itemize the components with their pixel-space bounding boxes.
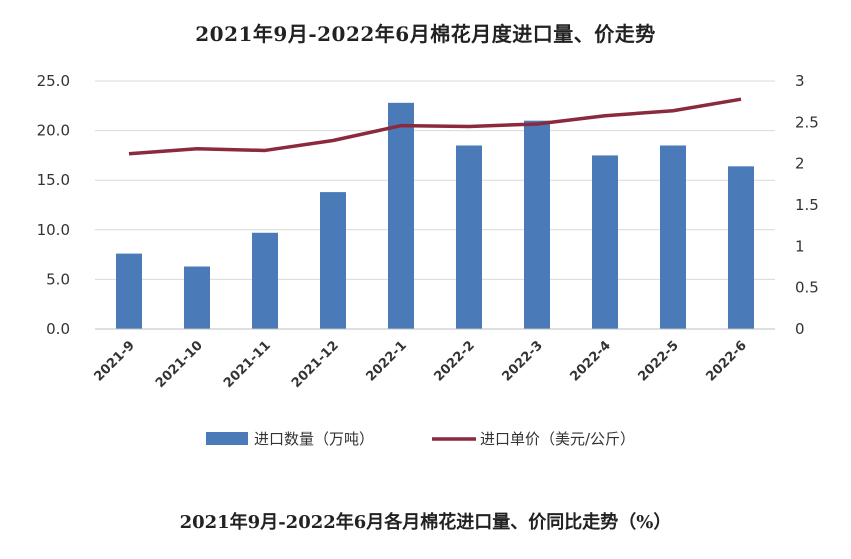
bar <box>524 120 550 330</box>
right-tick-label: 0 <box>795 320 805 338</box>
next-chart-title: 2021年9月-2022年6月各月棉花进口量、价同比走势（%） <box>179 512 672 533</box>
right-tick-label: 2.5 <box>795 113 819 131</box>
left-tick-label: 25.0 <box>37 72 70 90</box>
right-tick-label: 1 <box>795 237 805 255</box>
x-tick-label: 2022-4 <box>567 338 613 384</box>
legend: 进口数量（万吨） 进口单价（美元/公斤） <box>206 430 635 448</box>
x-tick-label: 2021-10 <box>153 338 206 391</box>
price-line <box>128 97 742 156</box>
x-tick-label: 2022-2 <box>431 338 477 384</box>
right-y-axis: 0 0.5 1 1.5 2 2.5 3 <box>795 72 819 338</box>
x-tick-label: 2022-6 <box>703 338 749 384</box>
bar <box>252 232 278 329</box>
legend-bar-swatch <box>206 432 248 445</box>
right-tick-label: 1.5 <box>795 196 819 214</box>
x-tick-label: 2022-1 <box>363 338 409 384</box>
right-tick-label: 0.5 <box>795 279 819 297</box>
x-tick-label: 2021-11 <box>221 338 274 391</box>
right-tick-label: 2 <box>795 155 805 173</box>
bar <box>184 266 210 329</box>
left-tick-label: 0.0 <box>46 320 70 338</box>
bar <box>660 145 686 329</box>
line-series <box>128 97 742 156</box>
x-axis: 2021-9 2021-10 2021-11 2021-12 2022-1 2022-2 2… <box>91 328 775 391</box>
legend-line-label: 进口单价（美元/公斤） <box>480 430 635 448</box>
left-tick-label: 5.0 <box>46 270 70 288</box>
bar <box>456 145 482 329</box>
right-tick-label: 3 <box>795 72 805 90</box>
x-tick-label: 2022-3 <box>499 338 545 384</box>
bar <box>116 253 142 329</box>
legend-bar-label: 进口数量（万吨） <box>254 430 374 448</box>
bar <box>388 102 414 329</box>
bar <box>320 192 346 329</box>
left-tick-label: 15.0 <box>37 171 70 189</box>
left-tick-label: 20.0 <box>37 122 70 140</box>
left-tick-label: 10.0 <box>37 221 70 239</box>
x-tick-label: 2021-9 <box>91 338 137 384</box>
bar <box>592 155 618 329</box>
x-tick-label: 2022-5 <box>635 338 681 384</box>
bar <box>728 166 754 329</box>
left-y-axis: 0.0 5.0 10.0 15.0 20.0 25.0 <box>37 72 70 338</box>
bar-series <box>116 102 754 330</box>
chart-title: 2021年9月-2022年6月棉花月度进口量、价走势 <box>195 22 656 46</box>
x-tick-label: 2021-12 <box>289 338 342 391</box>
